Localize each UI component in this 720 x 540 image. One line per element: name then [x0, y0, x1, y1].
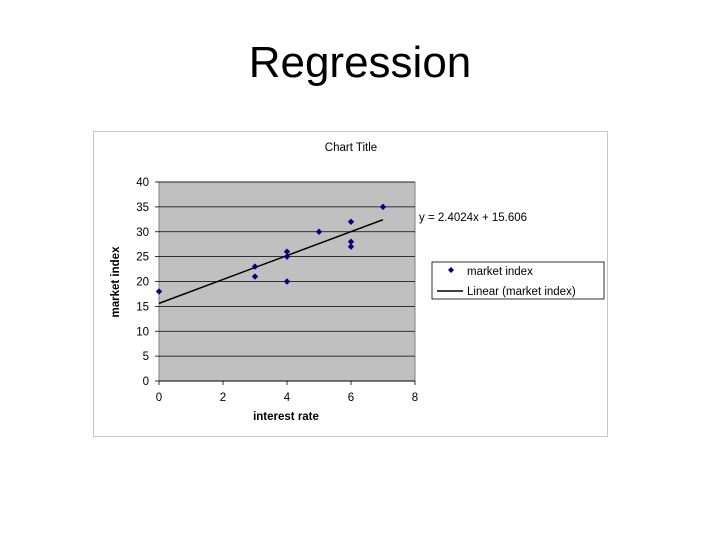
gridlines	[159, 181, 415, 357]
legend-marker-diamond	[448, 267, 454, 273]
y-axis-label: market index	[110, 246, 122, 318]
x-tick-label: 8	[412, 392, 418, 404]
y-tick-label: 10	[136, 326, 149, 338]
x-tick-label: 0	[156, 392, 162, 404]
data-point	[347, 218, 355, 225]
y-tick-label: 35	[136, 202, 149, 214]
legend-box	[431, 261, 605, 300]
legend-entry-market-index: market index	[467, 266, 533, 278]
chart-title: Chart Title	[325, 142, 377, 154]
trendline	[158, 218, 384, 305]
y-tick-label: 0	[143, 376, 149, 388]
y-tick-label: 5	[143, 351, 149, 363]
data-point	[347, 238, 355, 245]
data-point	[251, 273, 259, 280]
x-axis: 0 2 4 6 8	[156, 380, 418, 404]
y-tick-label: 40	[136, 177, 149, 189]
legend: market index Linear (market index)	[431, 261, 605, 300]
data-point	[315, 228, 323, 235]
y-tick-label: 25	[136, 252, 149, 264]
data-point	[283, 248, 291, 255]
y-tick-label: 20	[136, 277, 149, 289]
y-tick-label: 30	[136, 227, 149, 239]
data-point	[283, 253, 291, 260]
y-tick-label: 15	[136, 301, 149, 313]
data-point	[251, 263, 259, 270]
legend-entry-linear: Linear (market index)	[467, 286, 576, 298]
x-tick-label: 4	[284, 392, 291, 404]
data-point	[347, 243, 355, 250]
x-tick-label: 2	[220, 392, 226, 404]
trendline-equation: y = 2.4024x + 15.606	[419, 212, 527, 224]
x-tick-label: 6	[348, 392, 354, 404]
data-point	[155, 288, 163, 295]
data-point	[379, 203, 387, 211]
slide-title: Regression	[248, 38, 472, 87]
y-axis: 0 5 10 15 20 25 30 35 40	[136, 177, 159, 388]
data-point	[283, 278, 291, 285]
x-axis-label: interest rate	[253, 411, 319, 423]
data-points	[155, 203, 387, 295]
